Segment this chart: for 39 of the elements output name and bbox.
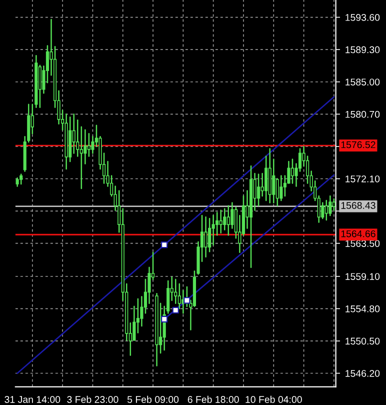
- y-tick-label: 1585.00: [346, 78, 380, 86]
- candlestick: [212, 214, 215, 246]
- candlestick: [264, 156, 268, 202]
- candlestick: [332, 198, 336, 211]
- candlestick: [223, 208, 226, 230]
- ref-line-label: 1564.66: [341, 230, 376, 238]
- candlestick: [328, 195, 332, 216]
- candlestick: [38, 64, 42, 108]
- point: [160, 242, 168, 248]
- x-tick-label: 5 Feb 09:00: [127, 396, 179, 403]
- ref-line-label: 1568.43: [341, 202, 376, 209]
- x-tick-label: 31 Jan 14:00: [4, 396, 60, 403]
- candlestick: [204, 216, 208, 258]
- candlestick: [324, 200, 328, 221]
- point: [160, 316, 168, 323]
- candlestick: [226, 205, 230, 236]
- candlestick: [272, 158, 276, 204]
- y-tick-label: 1559.10: [346, 273, 380, 280]
- y-tick-label: 1572.10: [346, 175, 380, 182]
- x-tick-label: 3 Feb 23:00: [67, 396, 118, 403]
- x-tick-label: 10 Feb 04:00: [246, 396, 302, 403]
- candlestick: [290, 158, 294, 184]
- y-tick-label: 1580.70: [346, 110, 380, 118]
- ref-line-label: 1576.52: [341, 141, 376, 148]
- y-tick-label: 1550.50: [346, 338, 380, 345]
- candlestick: [72, 114, 76, 154]
- candlestick: [219, 210, 222, 234]
- point: [172, 306, 179, 314]
- candlestick: [321, 202, 324, 220]
- candlestick: [257, 174, 260, 206]
- y-tick-label: 1589.30: [346, 46, 380, 54]
- candlestick: [20, 174, 23, 185]
- candlestick: [280, 175, 283, 202]
- x-tick-label: 6 Feb 18:00: [188, 396, 239, 403]
- y-tick-label: 1593.60: [346, 14, 380, 21]
- candlestick: [87, 133, 90, 157]
- y-tick-label: 1554.80: [346, 305, 380, 312]
- y-tick-label: 1546.20: [346, 370, 380, 377]
- candlestick: [174, 278, 178, 304]
